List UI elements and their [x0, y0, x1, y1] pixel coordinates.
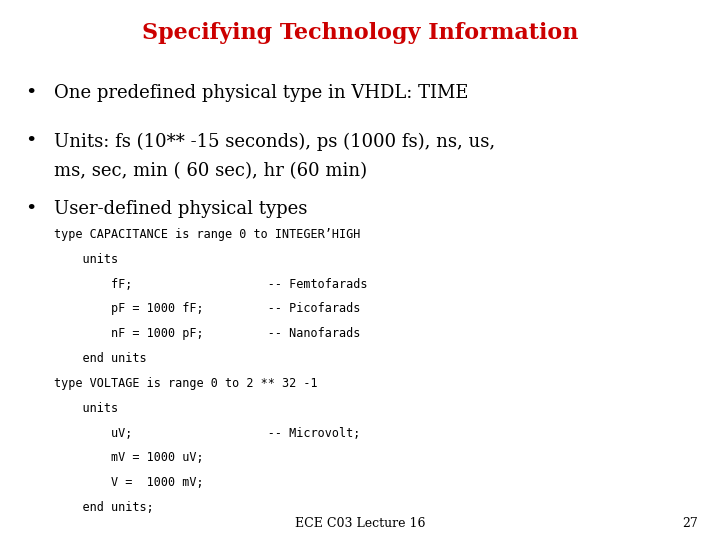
Text: end units: end units — [54, 352, 147, 365]
Text: •: • — [25, 200, 37, 218]
Text: ECE C03 Lecture 16: ECE C03 Lecture 16 — [294, 517, 426, 530]
Text: Specifying Technology Information: Specifying Technology Information — [142, 22, 578, 44]
Text: uV;                   -- Microvolt;: uV; -- Microvolt; — [54, 427, 361, 440]
Text: ms, sec, min ( 60 sec), hr (60 min): ms, sec, min ( 60 sec), hr (60 min) — [54, 162, 367, 180]
Text: mV = 1000 uV;: mV = 1000 uV; — [54, 451, 204, 464]
Text: fF;                   -- Femtofarads: fF; -- Femtofarads — [54, 278, 367, 291]
Text: nF = 1000 pF;         -- Nanofarads: nF = 1000 pF; -- Nanofarads — [54, 327, 361, 340]
Text: type CAPACITANCE is range 0 to INTEGER’HIGH: type CAPACITANCE is range 0 to INTEGER’H… — [54, 228, 361, 241]
Text: One predefined physical type in VHDL: TIME: One predefined physical type in VHDL: TI… — [54, 84, 469, 102]
Text: end units;: end units; — [54, 501, 154, 514]
Text: 27: 27 — [683, 517, 698, 530]
Text: pF = 1000 fF;         -- Picofarads: pF = 1000 fF; -- Picofarads — [54, 302, 361, 315]
Text: units: units — [54, 402, 118, 415]
Text: units: units — [54, 253, 118, 266]
Text: Units: fs (10** -15 seconds), ps (1000 fs), ns, us,: Units: fs (10** -15 seconds), ps (1000 f… — [54, 132, 495, 151]
Text: type VOLTAGE is range 0 to 2 ** 32 -1: type VOLTAGE is range 0 to 2 ** 32 -1 — [54, 377, 318, 390]
Text: •: • — [25, 132, 37, 150]
Text: •: • — [25, 84, 37, 102]
Text: User-defined physical types: User-defined physical types — [54, 200, 307, 218]
Text: V =  1000 mV;: V = 1000 mV; — [54, 476, 204, 489]
